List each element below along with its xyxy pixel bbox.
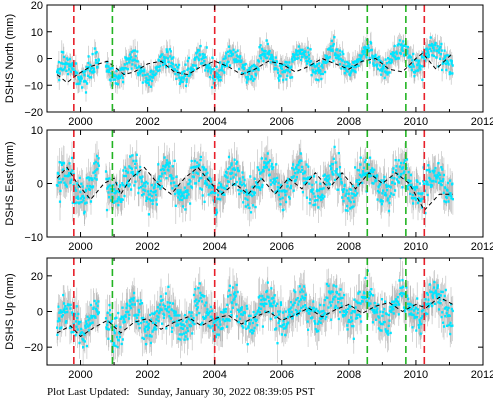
y-tick-label: 20 <box>31 0 43 12</box>
x-tick-label: 2002 <box>135 369 159 381</box>
observed-series <box>56 29 454 102</box>
y-tick-label: −20 <box>24 342 43 354</box>
y-axis-label: DSHS East (mm) <box>4 141 16 225</box>
y-tick-label: −20 <box>24 107 43 119</box>
x-tick-label: 2004 <box>202 241 226 253</box>
data-points <box>56 258 454 353</box>
x-tick-label: 2006 <box>270 241 294 253</box>
y-axis-label: DSHS North (mm) <box>4 14 16 103</box>
y-tick-label: 0 <box>37 54 43 66</box>
model-curve <box>56 166 453 212</box>
data-points <box>56 36 454 94</box>
x-tick-label: 2010 <box>404 369 428 381</box>
y-tick-label: 0 <box>37 179 43 191</box>
y-tick-label: 10 <box>31 27 43 39</box>
panel-3: 2000 2002 2004 2006 2008 2010 2012 −20 0 20 DSHS U… <box>4 257 493 381</box>
y-tick-label: −10 <box>24 232 43 244</box>
x-tick-label: 2000 <box>68 116 92 128</box>
panel-1: 2000 2002 2004 2006 2008 2010 2012 −20 −10 0 10 20 D… <box>4 0 493 128</box>
model-curve <box>56 296 454 338</box>
y-tick-label: 0 <box>37 307 43 319</box>
observed-series <box>56 258 454 365</box>
x-tick-label: 2008 <box>337 116 361 128</box>
footer-date: Sunday, January 30, 2022 08:39:05 PST <box>137 386 315 398</box>
x-tick-label: 2008 <box>337 241 361 253</box>
x-tick-label: 2002 <box>135 241 159 253</box>
plot-updated-footer: Plot Last Updated: Sunday, January 30, 2… <box>47 386 315 398</box>
y-tick-label: 20 <box>31 271 43 283</box>
x-tick-label: 2004 <box>202 116 226 128</box>
x-tick-label: 2002 <box>135 116 159 128</box>
x-tick-label: 2008 <box>337 369 361 381</box>
x-tick-label: 2006 <box>270 369 294 381</box>
x-tick-label: 2010 <box>404 116 428 128</box>
model-curve <box>56 52 454 84</box>
y-tick-label: −10 <box>24 80 43 92</box>
x-tick-label: 2000 <box>68 369 92 381</box>
x-tick-label: 2012 <box>471 241 493 253</box>
x-tick-label: 2010 <box>404 241 428 253</box>
x-tick-label: 2000 <box>68 241 92 253</box>
y-axis-label: DSHS Up (mm) <box>4 273 16 349</box>
x-tick-label: 2006 <box>270 116 294 128</box>
x-tick-label: 2004 <box>202 369 226 381</box>
x-tick-label: 2012 <box>471 369 493 381</box>
y-tick-label: 10 <box>31 125 43 137</box>
panel-2: 2000 2002 2004 2006 2008 2010 2012 −10 0 10 DSHS E… <box>4 125 493 253</box>
x-tick-label: 2012 <box>471 116 493 128</box>
footer-label: Plot Last Updated: <box>47 386 130 398</box>
